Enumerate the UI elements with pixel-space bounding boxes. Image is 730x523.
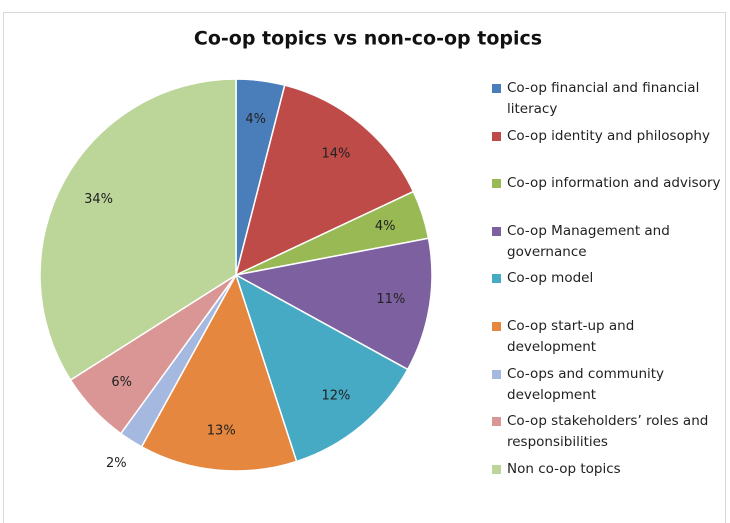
legend-swatch bbox=[492, 84, 501, 93]
chart-title: Co-op topics vs non-co-op topics bbox=[194, 28, 542, 50]
pie-slice bbox=[39, 78, 237, 382]
data-label: 6% bbox=[111, 375, 132, 390]
pie-slice bbox=[140, 273, 298, 472]
legend-label: Co-op stakeholders’ roles and responsibi… bbox=[507, 413, 709, 451]
legend-label: Co-op identity and philosophy bbox=[507, 127, 710, 144]
legend-swatch bbox=[492, 369, 501, 379]
pie-slice bbox=[234, 273, 409, 463]
data-label: 34% bbox=[84, 192, 113, 207]
legend-item: Co-op identity and philosophy bbox=[488, 126, 724, 174]
legend-item: Co-ops and community development bbox=[488, 364, 724, 412]
data-label: 2% bbox=[106, 456, 127, 471]
legend-label: Co-op information and advisory bbox=[507, 175, 721, 192]
legend-label: Co-op Management and governance bbox=[507, 222, 670, 260]
legend-label: Co-op model bbox=[507, 270, 594, 287]
data-label: 12% bbox=[321, 388, 350, 403]
legend-swatch bbox=[492, 226, 501, 236]
chart-frame bbox=[3, 12, 726, 523]
legend-label: Co-op financial and financial literacy bbox=[507, 80, 700, 117]
legend: Co-op financial and financial literacy Co… bbox=[488, 78, 724, 506]
legend-item: Co-op stakeholders’ roles and responsibi… bbox=[488, 411, 724, 459]
data-label: 13% bbox=[207, 424, 236, 439]
legend-swatch bbox=[492, 417, 501, 427]
legend-swatch bbox=[492, 131, 501, 141]
data-label: 14% bbox=[321, 147, 350, 162]
data-label: 4% bbox=[375, 219, 396, 234]
legend-swatch bbox=[492, 464, 501, 474]
data-label: 11% bbox=[376, 292, 405, 307]
legend-item: Co-op financial and financial literacy bbox=[488, 78, 724, 126]
pie-slice bbox=[233, 237, 433, 371]
legend-swatch bbox=[492, 274, 501, 284]
legend-swatch bbox=[492, 179, 501, 189]
pie-slice bbox=[234, 84, 415, 277]
legend-item: Co-op start-up and development bbox=[488, 316, 724, 364]
legend-item: Co-op model bbox=[488, 268, 724, 316]
legend-item: Co-op Management and governance bbox=[488, 221, 724, 269]
legend-label: Non co-op topics bbox=[507, 460, 621, 477]
legend-label: Co-op start-up and development bbox=[507, 317, 635, 355]
data-label: 4% bbox=[245, 112, 266, 127]
legend-label: Co-ops and community development bbox=[507, 365, 665, 403]
legend-swatch bbox=[492, 321, 501, 331]
legend-item: Co-op information and advisory bbox=[488, 173, 724, 221]
legend-item: Non co-op topics bbox=[488, 459, 724, 507]
